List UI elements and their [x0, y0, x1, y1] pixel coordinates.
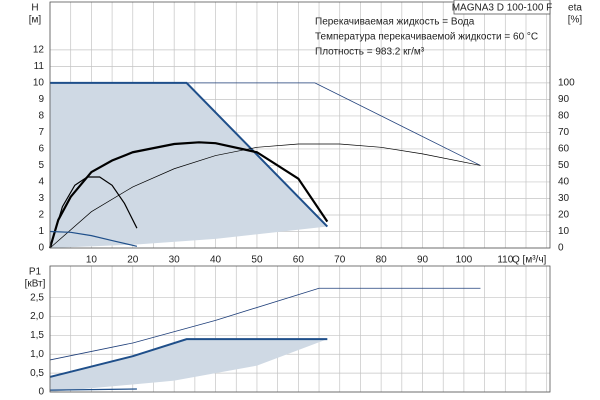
curve — [49, 176, 138, 249]
curve — [49, 338, 328, 378]
curve — [49, 230, 138, 247]
y2-tick-label: 40 — [558, 177, 570, 188]
y-axis-unit: [м] — [29, 15, 42, 26]
x-tick-label: 90 — [417, 255, 429, 266]
y2-tick-label: 0 — [558, 243, 564, 254]
x-tick-label: 100 — [456, 255, 473, 266]
x-tick-label: 70 — [334, 255, 346, 266]
y2-tick-label: 90 — [558, 94, 570, 105]
y-axis-unit: [кВт] — [25, 279, 46, 290]
y2-axis-unit: [%] — [568, 15, 583, 26]
y2-tick-label: 70 — [558, 127, 570, 138]
y-tick-label: 9 — [38, 94, 44, 105]
y2-tick-label: 30 — [558, 193, 570, 204]
y-tick-label: 10 — [33, 78, 45, 89]
y-tick-label: 4 — [38, 177, 44, 188]
y-tick-label: 8 — [38, 111, 44, 122]
curve — [186, 82, 481, 166]
x-tick-label: 40 — [210, 255, 222, 266]
y-tick-label: 3 — [38, 193, 44, 204]
x-tick-label: 80 — [376, 255, 388, 266]
x-tick-label: 30 — [169, 255, 181, 266]
x-tick-label: 10 — [86, 255, 98, 266]
y-tick-label: 0 — [38, 387, 44, 398]
y2-tick-label: 80 — [558, 111, 570, 122]
curve — [49, 388, 137, 391]
operating-area — [50, 82, 328, 249]
x-tick-label: 50 — [251, 255, 263, 266]
curve — [48, 141, 329, 249]
x-tick-label: 110 — [497, 255, 513, 266]
curve — [50, 81, 329, 228]
y-axis-label: P1 — [29, 267, 42, 278]
y-tick-label: 12 — [33, 45, 45, 56]
y-axis-label: H — [31, 3, 38, 14]
y-tick-label: 11 — [34, 61, 45, 72]
y-tick-label: 0 — [38, 243, 44, 254]
note: Плотность = 983.2 кг/м³ — [315, 47, 425, 58]
x-tick-label: 60 — [293, 255, 305, 266]
plot-frame — [49, 1, 551, 249]
header-box — [453, 0, 551, 15]
y-tick-label: 2 — [38, 210, 44, 221]
y-tick-label: 1 — [38, 226, 44, 237]
curve — [49, 287, 481, 361]
y2-axis-label: eta — [568, 3, 582, 14]
note: Перекачиваемая жидкость = Вода — [315, 17, 475, 28]
operating-area — [50, 339, 328, 392]
plot-frame — [49, 265, 551, 393]
y-tick-label: 1,5 — [30, 330, 44, 341]
y-tick-label: 5 — [38, 160, 44, 171]
y-tick-label: 7 — [38, 127, 44, 138]
x-tick-label: 20 — [127, 255, 139, 266]
y2-tick-label: 60 — [558, 144, 570, 155]
y-tick-label: 2,5 — [30, 292, 44, 303]
note: Температура перекачиваемой жидкости = 60… — [315, 32, 538, 43]
header: MAGNA3 D 100-100 F — [452, 3, 553, 14]
y2-tick-label: 50 — [558, 160, 570, 171]
y2-tick-label: 20 — [558, 210, 570, 221]
y-tick-label: 1,0 — [30, 349, 44, 360]
y2-tick-label: 100 — [558, 78, 575, 89]
x-axis-label: Q [м³/ч] — [512, 255, 547, 266]
y-tick-label: 6 — [38, 144, 44, 155]
y-tick-label: 2,0 — [30, 311, 44, 322]
y2-tick-label: 10 — [558, 226, 570, 237]
y-tick-label: 0,5 — [30, 368, 44, 379]
